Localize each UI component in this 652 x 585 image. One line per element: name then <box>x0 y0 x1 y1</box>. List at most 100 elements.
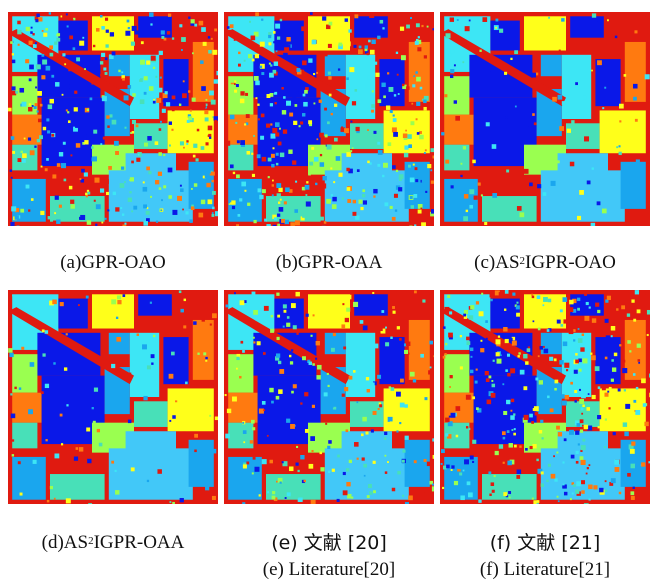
noise-pixel <box>633 399 637 403</box>
noise-pixel <box>581 333 585 336</box>
noise-pixel <box>42 59 48 65</box>
noise-pixel <box>569 299 574 305</box>
noise-pixel <box>509 459 515 465</box>
noise-pixel <box>642 403 647 407</box>
noise-pixel <box>392 306 395 309</box>
noise-pixel <box>75 447 79 450</box>
noise-pixel <box>114 469 117 472</box>
noise-pixel <box>171 351 175 356</box>
noise-pixel <box>338 42 343 47</box>
noise-pixel <box>392 310 396 314</box>
noise-pixel <box>261 459 267 465</box>
noise-pixel <box>417 36 420 39</box>
noise-pixel <box>34 42 37 45</box>
noise-pixel <box>441 132 445 136</box>
noise-pixel <box>51 133 55 137</box>
noise-pixel <box>87 458 92 464</box>
noise-pixel <box>17 461 21 465</box>
noise-pixel <box>316 71 319 74</box>
noise-pixel <box>626 426 630 431</box>
noise-pixel <box>348 459 352 464</box>
noise-pixel <box>543 348 549 354</box>
noise-pixel <box>605 335 611 340</box>
noise-pixel <box>283 52 288 58</box>
land-region <box>138 294 172 316</box>
noise-pixel <box>327 445 331 449</box>
noise-pixel <box>423 99 427 104</box>
noise-pixel <box>453 100 457 104</box>
noise-pixel <box>130 467 135 472</box>
noise-pixel <box>301 186 306 191</box>
noise-pixel <box>213 116 218 121</box>
noise-pixel <box>649 392 650 398</box>
noise-pixel <box>60 15 63 18</box>
caption-d-prefix: (d)AS <box>41 532 89 553</box>
noise-pixel <box>393 131 398 137</box>
noise-pixel <box>358 49 363 55</box>
noise-pixel <box>173 402 178 406</box>
noise-pixel <box>161 199 163 202</box>
noise-pixel <box>121 213 125 216</box>
noise-pixel <box>402 84 407 90</box>
noise-pixel <box>305 87 309 91</box>
noise-pixel <box>161 35 165 39</box>
noise-pixel <box>294 220 300 226</box>
noise-pixel <box>423 152 426 154</box>
noise-pixel <box>115 207 120 212</box>
noise-pixel <box>206 182 211 188</box>
noise-pixel <box>37 91 42 96</box>
noise-pixel <box>341 311 346 317</box>
noise-pixel <box>10 413 16 419</box>
noise-pixel <box>270 353 274 358</box>
noise-pixel <box>347 199 352 203</box>
noise-pixel <box>644 421 649 427</box>
noise-pixel <box>82 36 85 39</box>
noise-pixel <box>619 103 624 109</box>
noise-pixel <box>464 459 469 465</box>
noise-pixel <box>328 21 333 26</box>
land-region <box>595 59 621 107</box>
noise-pixel <box>421 222 426 226</box>
noise-pixel <box>392 165 396 169</box>
noise-pixel <box>538 429 543 434</box>
noise-pixel <box>275 353 281 358</box>
noise-pixel <box>362 416 367 422</box>
noise-pixel <box>132 93 136 97</box>
noise-pixel <box>245 114 250 119</box>
noise-pixel <box>554 387 557 391</box>
noise-pixel <box>445 159 450 164</box>
noise-pixel <box>552 96 557 102</box>
noise-pixel <box>384 431 388 436</box>
noise-pixel <box>532 370 537 375</box>
noise-pixel <box>576 481 582 487</box>
noise-pixel <box>319 451 323 455</box>
noise-pixel <box>276 480 278 483</box>
noise-pixel <box>291 390 294 394</box>
noise-pixel <box>482 17 488 22</box>
noise-pixel <box>387 134 393 139</box>
noise-pixel <box>510 57 513 61</box>
noise-pixel <box>398 187 403 192</box>
noise-pixel <box>563 491 568 496</box>
noise-pixel <box>205 142 209 146</box>
noise-pixel <box>304 89 308 94</box>
noise-pixel <box>261 189 266 194</box>
noise-pixel <box>275 395 280 400</box>
land-region <box>345 54 376 119</box>
noise-pixel <box>131 25 137 31</box>
noise-pixel <box>183 298 187 302</box>
noise-pixel <box>52 299 57 305</box>
noise-pixel <box>316 375 321 380</box>
noise-pixel <box>243 300 247 304</box>
noise-pixel <box>447 434 452 439</box>
noise-pixel <box>392 118 397 122</box>
noise-pixel <box>45 65 51 71</box>
noise-pixel <box>556 425 560 430</box>
noise-pixel <box>276 183 282 189</box>
noise-pixel <box>381 310 385 313</box>
noise-pixel <box>61 93 64 96</box>
noise-pixel <box>531 72 536 78</box>
noise-pixel <box>393 94 397 97</box>
noise-pixel <box>322 16 327 21</box>
noise-pixel <box>91 82 94 85</box>
